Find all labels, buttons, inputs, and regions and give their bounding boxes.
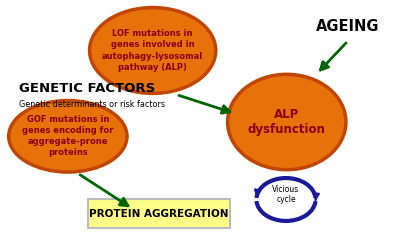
Text: PROTEIN AGGREGATION: PROTEIN AGGREGATION [89,209,228,219]
Text: ALP
dysfunction: ALP dysfunction [248,108,326,136]
Text: GOF mutations in
genes encoding for
aggregate-prone
proteins: GOF mutations in genes encoding for aggr… [22,115,114,157]
Ellipse shape [9,101,127,172]
FancyBboxPatch shape [88,200,230,228]
Text: Vicious
cycle: Vicious cycle [272,185,300,204]
Ellipse shape [90,8,216,93]
Text: LOF mutations in
genes involved in
autophagy-lysosomal
pathway (ALP): LOF mutations in genes involved in autop… [102,29,203,72]
Ellipse shape [228,74,346,170]
Text: GENETIC FACTORS: GENETIC FACTORS [18,82,155,95]
Text: Genetic determinants or risk factors: Genetic determinants or risk factors [18,100,164,109]
Text: AGEING: AGEING [316,19,380,34]
